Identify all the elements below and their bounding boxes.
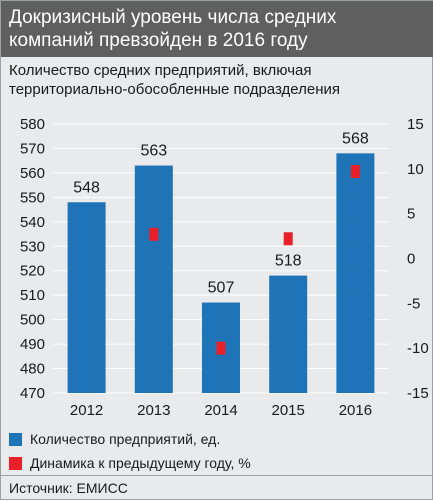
- bar-value-label: 548: [73, 179, 100, 196]
- x-tick-label: 2015: [272, 402, 305, 419]
- legend-label-count: Количество предприятий, ед.: [30, 431, 221, 447]
- y-tick-label: 580: [20, 116, 45, 133]
- x-tick-label: 2016: [339, 402, 372, 419]
- dynamics-marker: [283, 232, 293, 246]
- bar-value-label: 507: [208, 280, 235, 297]
- legend-swatch-bar: [9, 432, 22, 446]
- y-tick-label: 470: [20, 385, 45, 402]
- bar: [134, 165, 173, 393]
- bar: [269, 275, 308, 393]
- y2-tick-label: 0: [407, 251, 415, 268]
- y-tick-label: 500: [20, 312, 45, 329]
- y-tick-label: 560: [20, 165, 45, 182]
- legend: Количество предприятий, ед. Динамика к п…: [9, 427, 251, 475]
- dynamics-marker: [149, 227, 159, 241]
- y2-tick-label: -5: [407, 295, 420, 312]
- y-tick-label: 480: [20, 361, 45, 378]
- x-tick-label: 2012: [70, 402, 103, 419]
- bar-value-label: 518: [275, 253, 302, 270]
- y-tick-label: 540: [20, 214, 45, 231]
- y-tick-label: 550: [20, 189, 45, 206]
- y2-tick-label: 5: [407, 206, 415, 223]
- dynamics-marker: [216, 341, 226, 355]
- bar: [336, 153, 375, 393]
- y2-tick-label: -10: [407, 340, 429, 357]
- bar: [67, 202, 106, 393]
- bar-value-label: 563: [140, 143, 167, 160]
- y-tick-label: 490: [20, 336, 45, 353]
- y2-tick-label: 10: [407, 161, 424, 178]
- legend-swatch-marker: [9, 456, 22, 470]
- x-tick-label: 2013: [137, 402, 170, 419]
- dynamics-marker: [350, 165, 360, 179]
- legend-item-count: Количество предприятий, ед.: [9, 427, 251, 451]
- legend-item-dynamics: Динамика к предыдущему году, %: [9, 451, 251, 475]
- y2-tick-label: 15: [407, 116, 424, 133]
- x-tick-label: 2014: [204, 402, 237, 419]
- bar-value-label: 568: [342, 130, 369, 147]
- chart-subtitle: Количество средних предприятий, включая …: [9, 62, 340, 98]
- y-tick-label: 510: [20, 287, 45, 304]
- legend-label-dynamics: Динамика к предыдущему году, %: [30, 455, 251, 471]
- source-note: Источник: ЕМИСС: [1, 475, 432, 499]
- y2-tick-label: -15: [407, 385, 429, 402]
- y-tick-label: 520: [20, 263, 45, 280]
- chart-title: Докризисный уровень числа средних компан…: [1, 1, 433, 57]
- y-tick-label: 530: [20, 238, 45, 255]
- y-tick-label: 570: [20, 140, 45, 157]
